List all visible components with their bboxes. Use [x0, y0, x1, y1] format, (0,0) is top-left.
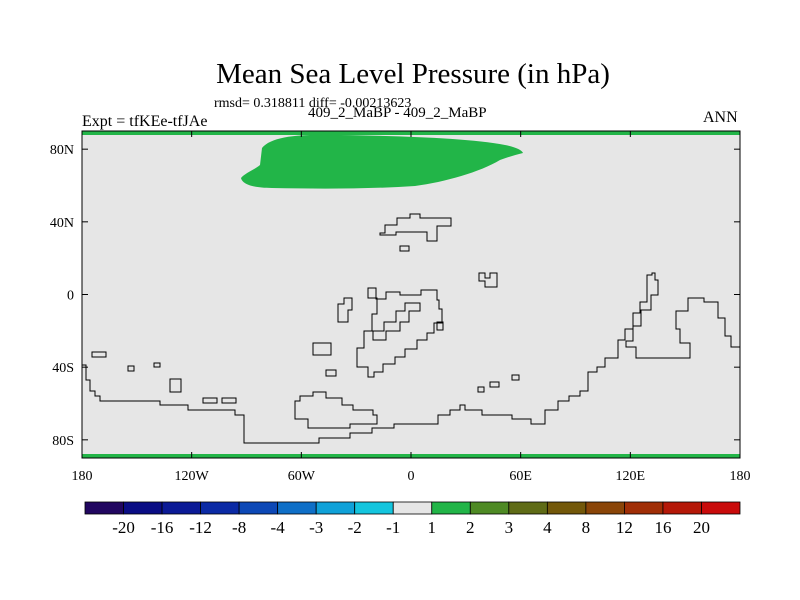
colorbar-label: 12	[616, 518, 633, 537]
colorbar-swatch	[546, 501, 587, 515]
coastlines	[82, 213, 741, 444]
lat-tick-label: 80S	[52, 434, 74, 449]
colorbar-label: -20	[112, 518, 135, 537]
rmsd-diff-stats: rmsd= 0.318811 diff= -0.00213623	[214, 96, 412, 111]
colorbar-label: -1	[386, 518, 400, 537]
colorbar-label: 2	[466, 518, 475, 537]
coastline-segment	[511, 374, 520, 381]
lon-tick-label: 120E	[616, 469, 646, 484]
colorbar-swatch	[392, 501, 433, 515]
colorbar-label: -4	[271, 518, 286, 537]
axis-tick-labels: 180 120W 60W 0 60E 120E 180 80N 40N 0 40S 80S	[50, 143, 751, 484]
plot-title: Mean Sea Level Pressure (in hPa)	[216, 58, 610, 90]
colorbar-label: 8	[582, 518, 591, 537]
colorbar-swatch	[624, 501, 664, 515]
arctic-positive-anomaly-region	[241, 134, 523, 189]
lon-tick-label: 180	[72, 469, 93, 484]
coastline-segment	[489, 381, 500, 388]
coastline-segment	[221, 397, 237, 404]
coastline-segment	[436, 321, 444, 331]
colorbar-swatch	[701, 501, 741, 515]
colorbar-label: -8	[232, 518, 246, 537]
colorbar-label: -12	[189, 518, 212, 537]
lon-tick-label: 60E	[509, 469, 532, 484]
coastline-segment	[312, 342, 332, 356]
coastline-segment	[325, 369, 337, 377]
colorbar-label: -2	[348, 518, 362, 537]
coastline-segment	[477, 386, 485, 393]
experiment-label: Expt = tfKEe-tfJAe	[82, 113, 208, 130]
colorbar-swatch	[469, 501, 510, 515]
coastline-segment	[169, 378, 182, 393]
lat-tick-label: 40N	[50, 216, 74, 231]
colorbar-swatch	[354, 501, 394, 515]
colorbar-swatch	[84, 501, 124, 515]
coastline-segment	[91, 351, 107, 358]
case-comparison-label: 409_2_MaBP - 409_2_MaBP	[308, 105, 487, 121]
colorbar-label: 4	[543, 518, 552, 537]
colorbar-labels: -20 -16 -12 -8 -4 -3 -2 -1 1 2 3 4 8 12 16 20	[112, 518, 710, 537]
coastline-segment	[202, 397, 218, 404]
coastline-segment	[478, 272, 498, 288]
colorbar-label: 20	[693, 518, 710, 537]
lon-tick-label: 60W	[288, 469, 316, 484]
colorbar-swatch	[161, 501, 201, 515]
lon-tick-label: 120W	[175, 469, 210, 484]
colorbar-label: -3	[309, 518, 323, 537]
colorbar-swatch	[315, 501, 356, 515]
lat-tick-label: 80N	[50, 143, 74, 158]
coastline-segment	[356, 287, 443, 378]
colorbar-label: 3	[505, 518, 514, 537]
axis-ticks	[81, 131, 741, 458]
colorbar-label: 16	[654, 518, 671, 537]
coastline-segment	[379, 213, 452, 242]
colorbar-swatch	[662, 501, 702, 515]
coastline-segment	[82, 272, 741, 444]
colorbar-swatch	[123, 501, 163, 515]
colorbar-label: 1	[428, 518, 437, 537]
coastline-segment	[399, 245, 410, 252]
lat-tick-label: 0	[67, 289, 74, 304]
colorbar-swatch	[238, 501, 279, 515]
coastline-segment	[127, 365, 135, 372]
lat-tick-label: 40S	[52, 361, 74, 376]
colorbar-swatch	[200, 501, 240, 515]
colorbar-swatch	[277, 501, 317, 515]
lon-tick-label: 180	[730, 469, 751, 484]
coastline-segment	[153, 362, 161, 368]
colorbar-swatch	[585, 501, 625, 515]
colorbar-label: -16	[151, 518, 174, 537]
colorbar	[84, 501, 741, 515]
colorbar-swatch	[431, 501, 471, 515]
coastline-segment	[337, 297, 353, 323]
season-label: ANN	[703, 109, 738, 126]
coastline-segment	[372, 302, 421, 341]
lon-tick-label: 0	[408, 469, 415, 484]
coastline-segment	[294, 391, 378, 429]
colorbar-swatch	[508, 501, 548, 515]
